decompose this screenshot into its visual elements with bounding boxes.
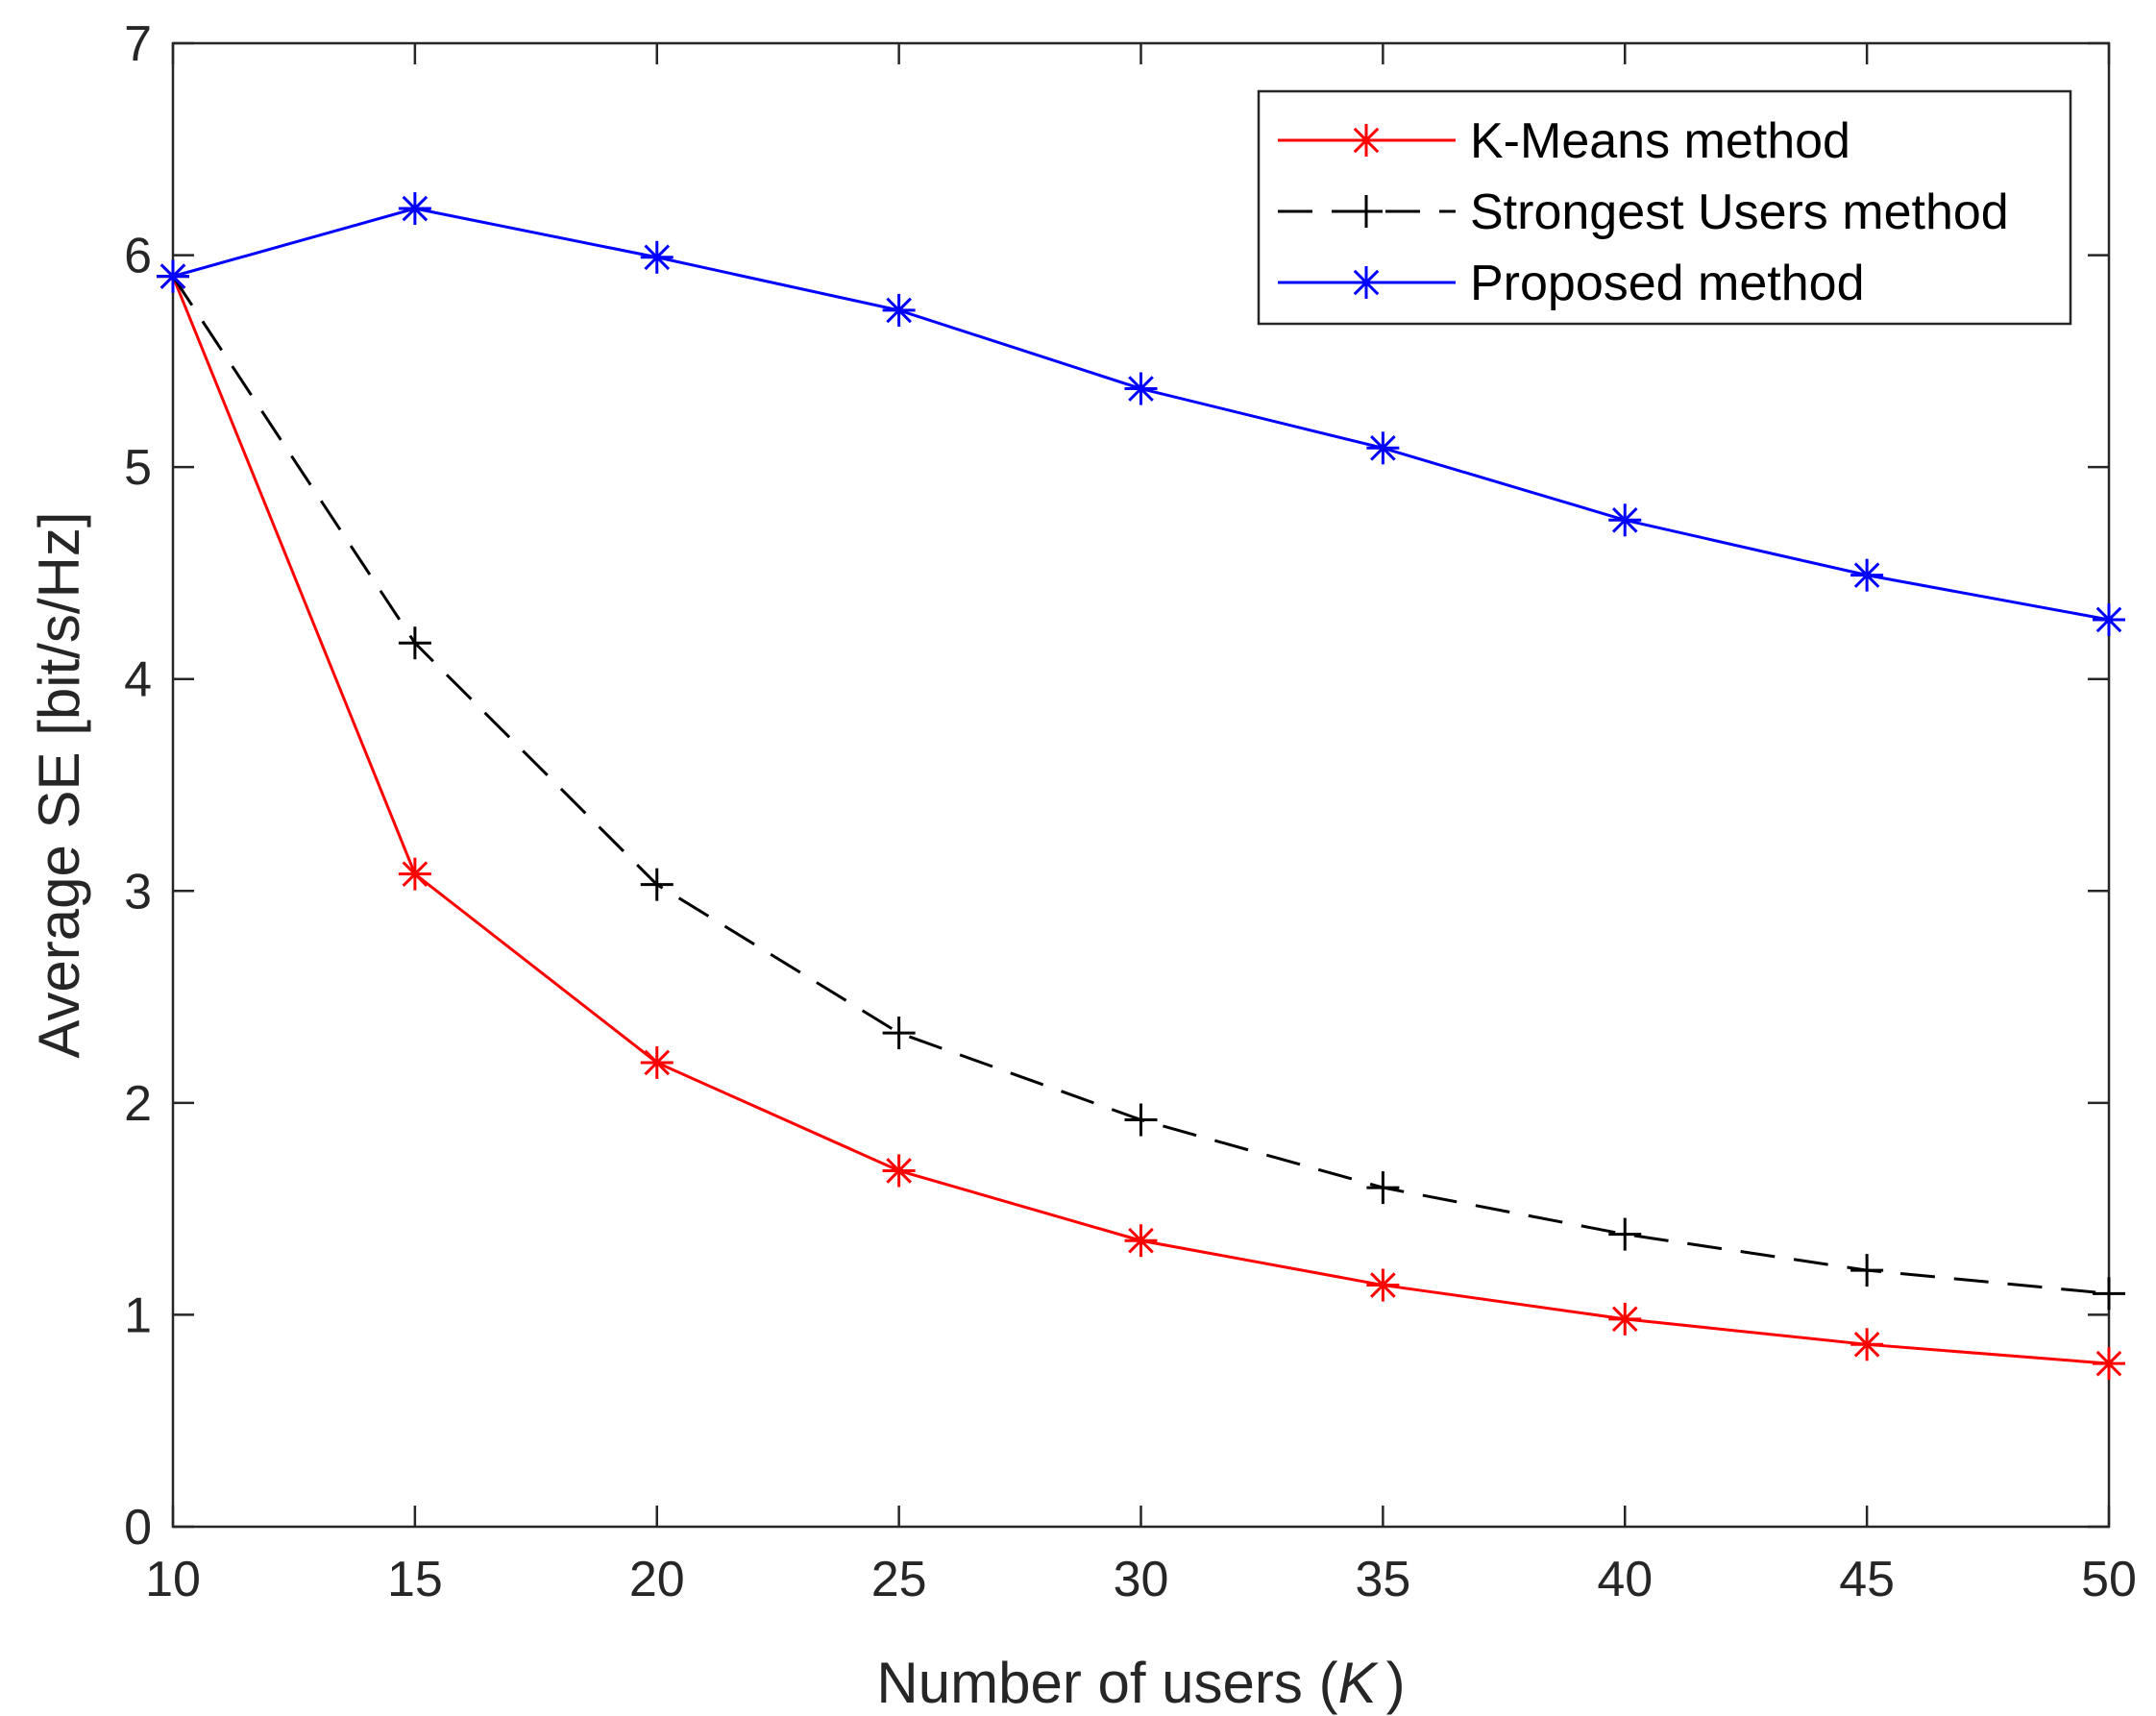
data-point	[398, 626, 431, 660]
y-tick-label: 4	[124, 652, 152, 708]
marker-stroke-d2	[2095, 606, 2122, 633]
data-point	[1608, 503, 1642, 537]
legend-label: K-Means method	[1470, 113, 1850, 169]
marker-stroke-d2	[886, 297, 912, 324]
y-tick-label: 7	[124, 16, 152, 72]
data-point	[1366, 1171, 1400, 1205]
data-point	[1850, 558, 1884, 592]
data-point	[398, 192, 431, 226]
marker-stroke-d2	[644, 244, 671, 271]
y-tick-label: 2	[124, 1076, 152, 1132]
data-point	[157, 259, 189, 293]
marker-stroke-d2	[1370, 434, 1396, 461]
data-point	[1850, 1254, 1884, 1287]
x-tick-label: 50	[2081, 1552, 2137, 1607]
y-axis-label: Average SE [bit/s/Hz]	[27, 511, 91, 1058]
legend-label: Strongest Users method	[1470, 184, 2009, 240]
marker-stroke-d2	[2095, 1350, 2122, 1377]
marker-stroke-d2	[644, 1049, 671, 1076]
x-tick-label: 40	[1597, 1552, 1653, 1607]
marker-stroke-d2	[1128, 1227, 1154, 1254]
x-tick-label: 35	[1355, 1552, 1410, 1607]
x-axis-label-variable: K	[1338, 1651, 1380, 1715]
data-point	[1608, 1217, 1642, 1251]
marker-stroke-d2	[402, 861, 429, 887]
data-point	[640, 868, 674, 901]
data-point	[2093, 1347, 2125, 1381]
data-point	[2093, 602, 2125, 636]
legend: K-Means method Strongest Users method Prop…	[1257, 89, 2072, 326]
marker-stroke-d2	[402, 195, 429, 222]
marker-stroke-d2	[1370, 1272, 1396, 1298]
data-point	[640, 240, 674, 274]
marker-stroke-d2	[1128, 376, 1154, 402]
marker-stroke-d2	[1611, 506, 1638, 533]
data-point	[1124, 372, 1158, 405]
legend-marker-2	[1350, 195, 1383, 228]
marker-stroke-d2	[159, 263, 186, 289]
data-point	[2093, 1277, 2125, 1311]
y-tick-label: 5	[124, 440, 152, 496]
x-tick-label: 25	[871, 1552, 927, 1607]
marker-stroke-d2	[1853, 1332, 1880, 1358]
x-tick-label: 20	[629, 1552, 685, 1607]
data-point	[1124, 1224, 1158, 1258]
y-tick-label: 0	[124, 1500, 152, 1556]
legend-marker-1	[1350, 124, 1383, 157]
data-point	[1850, 1328, 1884, 1361]
legend-marker-3	[1350, 266, 1383, 299]
marker-stroke-d2	[886, 1158, 912, 1184]
data-point	[640, 1045, 674, 1079]
series-layer	[157, 192, 2125, 1381]
x-tick-label: 45	[1839, 1552, 1895, 1607]
marker-stroke-d2	[1611, 1306, 1638, 1333]
data-point	[1366, 431, 1400, 465]
x-axis-label: Number of users (K)	[876, 1651, 1405, 1715]
legend-box	[1257, 89, 2072, 326]
x-tick-label: 15	[387, 1552, 443, 1607]
x-tick-label: 10	[145, 1552, 201, 1607]
marker-stroke-d2	[1353, 269, 1380, 296]
y-tick-label: 1	[124, 1287, 152, 1343]
data-point	[1124, 1103, 1158, 1137]
marker-stroke-d2	[1853, 562, 1880, 588]
data-point	[398, 857, 431, 891]
data-point	[882, 1154, 916, 1188]
x-axis-label-text: Number of users (	[876, 1651, 1337, 1715]
marker-stroke-d2	[1353, 127, 1380, 154]
y-tick-label: 6	[124, 229, 152, 284]
x-axis-label-close: )	[1386, 1651, 1406, 1715]
x-tick-label: 30	[1114, 1552, 1169, 1607]
legend-label: Proposed method	[1470, 256, 1865, 311]
data-point	[1608, 1302, 1642, 1336]
data-point	[882, 1017, 916, 1050]
y-tick-label: 3	[124, 864, 152, 919]
data-point	[1366, 1268, 1400, 1302]
data-point	[882, 293, 916, 327]
